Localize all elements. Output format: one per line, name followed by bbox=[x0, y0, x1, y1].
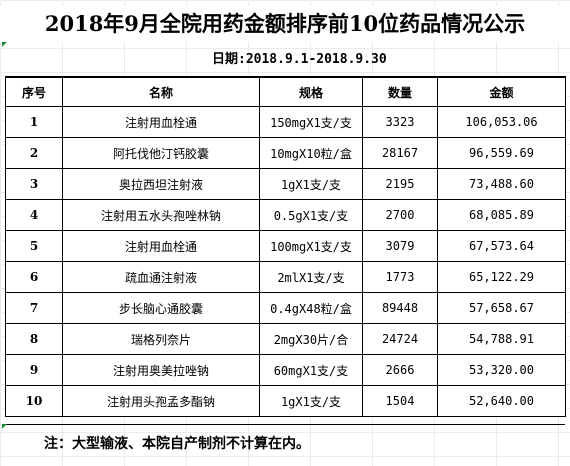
table-row: 1 注射用血栓通 150mgX1支/支 3323 106,053.06 bbox=[5, 106, 566, 138]
cell-amount: 52,640.00 bbox=[437, 385, 566, 417]
header-spec: 规格 bbox=[259, 76, 363, 107]
cell-amount: 73,488.60 bbox=[437, 168, 566, 200]
cell-amount: 57,658.67 bbox=[437, 292, 566, 324]
cell-amount: 67,573.64 bbox=[437, 230, 566, 262]
table-row: 4 注射用五水头孢唑林钠 0.5gX1支/支 2700 68,085.89 bbox=[5, 199, 566, 231]
cell-quantity: 24724 bbox=[362, 323, 438, 355]
table-header-row: 序号 名称 规格 数量 金额 bbox=[5, 76, 566, 107]
cell-amount: 65,122.29 bbox=[437, 261, 566, 293]
cell-index: 2 bbox=[5, 137, 63, 169]
cell-spec: 150mgX1支/支 bbox=[259, 106, 363, 138]
cell-name: 注射用血栓通 bbox=[62, 230, 260, 262]
cell-name: 注射用五水头孢唑林钠 bbox=[62, 199, 260, 231]
cell-amount: 106,053.06 bbox=[437, 106, 566, 138]
cell-amount: 53,320.00 bbox=[437, 354, 566, 386]
cell-spec: 0.4gX48粒/盒 bbox=[259, 292, 363, 324]
cell-name: 注射用头孢孟多酯钠 bbox=[62, 385, 260, 417]
cell-amount: 68,085.89 bbox=[437, 199, 566, 231]
cell-spec: 0.5gX1支/支 bbox=[259, 199, 363, 231]
cell-quantity: 89448 bbox=[362, 292, 438, 324]
table-row: 8 瑞格列奈片 2mgX30片/合 24724 54,788.91 bbox=[5, 323, 566, 355]
table-row: 10 注射用头孢孟多酯钠 1gX1支/支 1504 52,640.00 bbox=[5, 385, 566, 417]
cell-name: 瑞格列奈片 bbox=[62, 323, 260, 355]
cell-quantity: 3323 bbox=[362, 106, 438, 138]
cell-index: 3 bbox=[5, 168, 63, 200]
cell-index: 8 bbox=[5, 323, 63, 355]
cell-quantity: 1773 bbox=[362, 261, 438, 293]
cell-name: 阿托伐他汀钙胶囊 bbox=[62, 137, 260, 169]
cell-name: 步长脑心通胶囊 bbox=[62, 292, 260, 324]
header-index: 序号 bbox=[5, 76, 63, 107]
cell-spec: 100mgX1支/支 bbox=[259, 230, 363, 262]
cell-index: 6 bbox=[5, 261, 63, 293]
header-amount: 金额 bbox=[437, 76, 566, 107]
cell-name: 注射用奥美拉唑钠 bbox=[62, 354, 260, 386]
cell-name: 注射用血栓通 bbox=[62, 106, 260, 138]
table-bottom-border bbox=[5, 424, 565, 425]
header-name: 名称 bbox=[62, 76, 260, 107]
table-row: 9 注射用奥美拉唑钠 60mgX1支/支 2666 53,320.00 bbox=[5, 354, 566, 386]
cell-spec: 1gX1支/支 bbox=[259, 385, 363, 417]
cell-quantity: 2195 bbox=[362, 168, 438, 200]
footnote: 注：大型输液、本院自产制剂不计算在内。 bbox=[44, 436, 310, 452]
cell-index: 7 bbox=[5, 292, 63, 324]
cell-quantity: 28167 bbox=[362, 137, 438, 169]
cell-spec: 60mgX1支/支 bbox=[259, 354, 363, 386]
cell-index: 5 bbox=[5, 230, 63, 262]
table-row: 5 注射用血栓通 100mgX1支/支 3079 67,573.64 bbox=[5, 230, 566, 262]
cell-amount: 96,559.69 bbox=[437, 137, 566, 169]
cell-spec: 1gX1支/支 bbox=[259, 168, 363, 200]
table-row: 7 步长脑心通胶囊 0.4gX48粒/盒 89448 57,658.67 bbox=[5, 292, 566, 324]
cell-name: 奥拉西坦注射液 bbox=[62, 168, 260, 200]
cell-spec: 10mgX10粒/盒 bbox=[259, 137, 363, 169]
cell-amount: 54,788.91 bbox=[437, 323, 566, 355]
cell-quantity: 2700 bbox=[362, 199, 438, 231]
cell-spec: 2mgX30片/合 bbox=[259, 323, 363, 355]
cell-index: 1 bbox=[5, 106, 63, 138]
cell-quantity: 1504 bbox=[362, 385, 438, 417]
cell-spec: 2mlX1支/支 bbox=[259, 261, 363, 293]
cell-marker-icon bbox=[2, 42, 7, 47]
cell-index: 9 bbox=[5, 354, 63, 386]
header-quantity: 数量 bbox=[362, 76, 438, 107]
table-row: 2 阿托伐他汀钙胶囊 10mgX10粒/盒 28167 96,559.69 bbox=[5, 137, 566, 169]
cell-marker-icon bbox=[2, 424, 7, 429]
cell-name: 疏血通注射液 bbox=[62, 261, 260, 293]
cell-index: 10 bbox=[5, 385, 63, 417]
table-row: 3 奥拉西坦注射液 1gX1支/支 2195 73,488.60 bbox=[5, 168, 566, 200]
ranking-table: 序号 名称 规格 数量 金额 1 注射用血栓通 150mgX1支/支 3323 106,… bbox=[5, 76, 566, 417]
date-range-label: 日期:2018.9.1-2018.9.30 bbox=[212, 52, 387, 67]
cell-index: 4 bbox=[5, 199, 63, 231]
cell-quantity: 2666 bbox=[362, 354, 438, 386]
cell-quantity: 3079 bbox=[362, 230, 438, 262]
table-row: 6 疏血通注射液 2mlX1支/支 1773 65,122.29 bbox=[5, 261, 566, 293]
table-title: 2018年9月全院用药金额排序前10位药品情况公示 bbox=[0, 6, 570, 42]
